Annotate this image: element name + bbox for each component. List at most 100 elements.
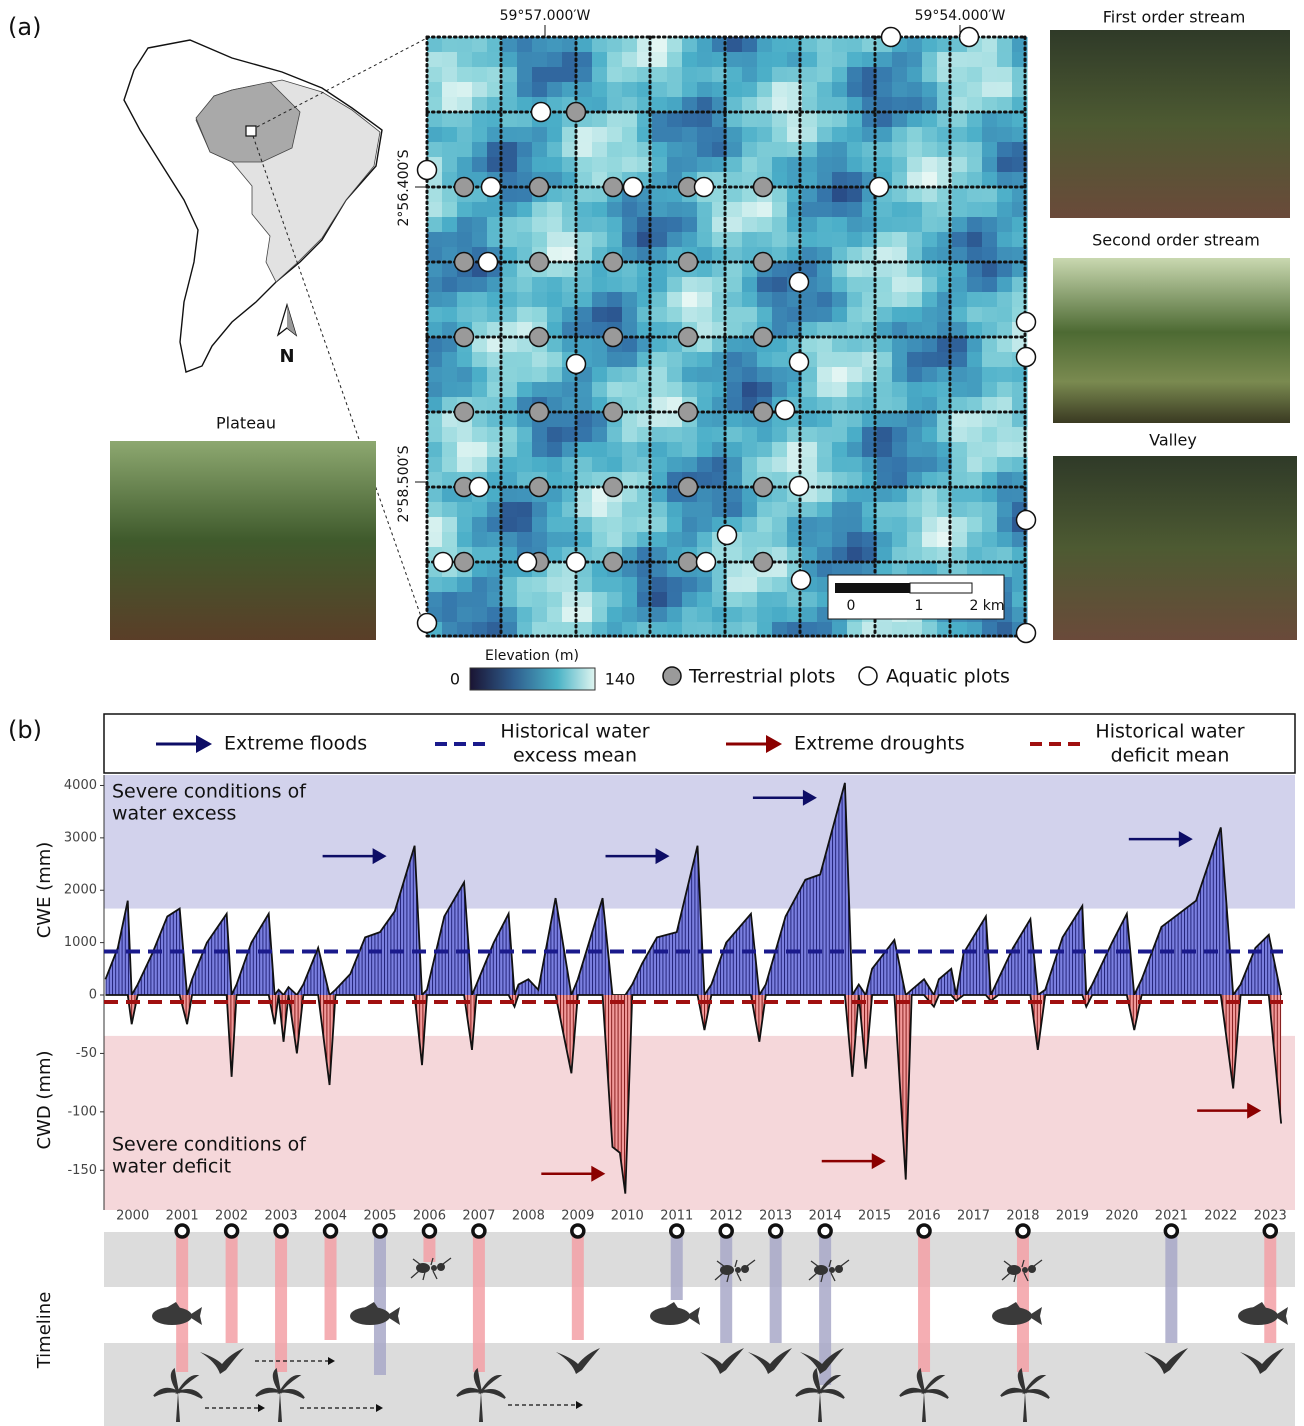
elevation-cell — [967, 397, 983, 413]
elevation-cell — [922, 202, 938, 218]
elevation-cell — [787, 82, 803, 98]
timeline-bar — [473, 1231, 485, 1372]
elevation-cell — [832, 292, 848, 308]
elevation-cell — [982, 82, 998, 98]
elevation-cell — [952, 397, 968, 413]
elevation-cell — [502, 322, 518, 338]
y2-tick-label: -150 — [67, 1163, 97, 1178]
elevation-cell — [907, 217, 923, 233]
timeline-bar — [572, 1231, 584, 1340]
elevation-cell — [952, 172, 968, 188]
elevation-cell — [877, 52, 893, 68]
elevation-cell — [682, 202, 698, 218]
elevation-cell — [922, 502, 938, 518]
elevation-cell — [907, 172, 923, 188]
elevation-cell — [772, 262, 788, 278]
elevation-cell — [847, 172, 863, 188]
elevation-cell — [727, 217, 743, 233]
elevation-cell — [997, 547, 1013, 563]
elevation-cell — [772, 292, 788, 308]
aquatic-plot — [482, 178, 501, 197]
elevation-cell — [682, 217, 698, 233]
elevation-cell — [682, 97, 698, 113]
elevation-cell — [652, 457, 668, 473]
elevation-cell — [472, 307, 488, 323]
elevation-cell — [547, 397, 563, 413]
elevation-cell — [457, 112, 473, 128]
elevation-cell — [442, 592, 458, 608]
elevation-cell — [472, 142, 488, 158]
elevation-cell — [487, 412, 503, 428]
elevation-cell — [427, 472, 443, 488]
elevation-cell — [472, 202, 488, 218]
elevation-cell — [772, 247, 788, 263]
elevation-cell — [847, 127, 863, 143]
elevation-cell — [817, 67, 833, 83]
elevation-cell — [802, 97, 818, 113]
x-tick-label: 2015 — [858, 1209, 891, 1224]
elevation-cell — [802, 442, 818, 458]
elevation-cell — [967, 337, 983, 353]
aquatic-plot — [418, 161, 437, 180]
elevation-cell — [922, 37, 938, 53]
elevation-cell — [547, 472, 563, 488]
elevation-cell — [682, 52, 698, 68]
x-tick-label: 2009 — [561, 1209, 594, 1224]
legend-label: Terrestrial plots — [688, 666, 835, 688]
elevation-cell — [502, 412, 518, 428]
elevation-cell — [922, 547, 938, 563]
elevation-cell — [547, 517, 563, 533]
x-tick-label: 2000 — [116, 1209, 149, 1224]
elevation-cell — [622, 112, 638, 128]
elevation-cell — [892, 97, 908, 113]
elevation-cell — [892, 472, 908, 488]
elevation-cell — [892, 157, 908, 173]
elevation-cell — [577, 37, 593, 53]
x-tick-label: 2016 — [908, 1209, 941, 1224]
elevation-cell — [742, 502, 758, 518]
elevation-cell — [757, 82, 773, 98]
elevation-cell — [952, 367, 968, 383]
elevation-cell — [577, 142, 593, 158]
elevation-cell — [772, 277, 788, 293]
elevation-cell — [607, 607, 623, 623]
elevation-cell — [697, 37, 713, 53]
elevation-cell — [757, 307, 773, 323]
elevation-cell — [952, 427, 968, 443]
elevation-cell — [757, 577, 773, 593]
lon-label: 59°54.000′W — [915, 8, 1006, 24]
elevation-cell — [817, 382, 833, 398]
elevation-cell — [457, 217, 473, 233]
x-tick-label: 2008 — [512, 1209, 545, 1224]
elevation-cell — [577, 172, 593, 188]
elevation-cell — [712, 412, 728, 428]
elevation-cell — [472, 382, 488, 398]
elevation-cell — [802, 532, 818, 548]
elevation-cell — [607, 82, 623, 98]
elevation-cell — [832, 232, 848, 248]
elevation-cell — [622, 52, 638, 68]
elevation-cell — [592, 517, 608, 533]
elevation-cell — [652, 127, 668, 143]
elevation-cell — [442, 37, 458, 53]
elevation-cell — [907, 37, 923, 53]
elevation-cell — [907, 142, 923, 158]
elevation-cell — [907, 82, 923, 98]
colorbar-title: Elevation (m) — [485, 648, 579, 664]
elevation-cell — [907, 97, 923, 113]
elevation-cell — [952, 502, 968, 518]
aquatic-plot — [695, 178, 714, 197]
elevation-cell — [652, 217, 668, 233]
elevation-cell — [982, 472, 998, 488]
elevation-cell — [817, 322, 833, 338]
elevation-cell — [517, 142, 533, 158]
elevation-cell — [832, 517, 848, 533]
timeline-bar — [671, 1231, 683, 1300]
elevation-cell — [742, 532, 758, 548]
elevation-cell — [967, 532, 983, 548]
elevation-cell — [472, 412, 488, 428]
elevation-cell — [517, 37, 533, 53]
elevation-cell — [817, 472, 833, 488]
photo-title: Valley — [1149, 431, 1197, 450]
elevation-cell — [652, 232, 668, 248]
